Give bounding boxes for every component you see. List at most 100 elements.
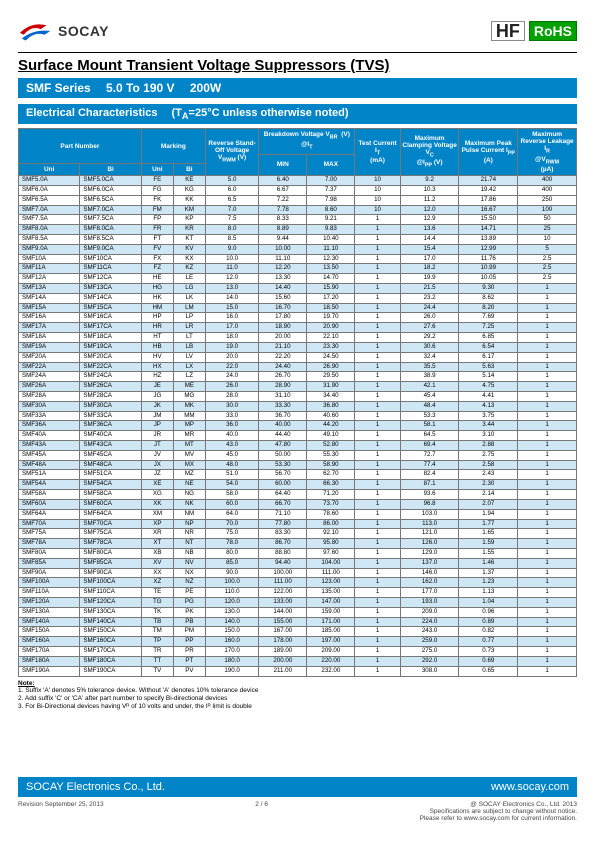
table-cell: 50	[518, 215, 577, 225]
table-cell: SMF190CA	[80, 666, 141, 676]
table-cell: 50.00	[259, 450, 307, 460]
table-cell: SMF70A	[19, 519, 80, 529]
table-cell: 1	[355, 470, 400, 480]
table-cell: FX	[141, 254, 173, 264]
table-cell: HV	[141, 352, 173, 362]
table-cell: 2.14	[459, 490, 518, 500]
table-cell: SMF10CA	[80, 254, 141, 264]
table-cell: LE	[173, 274, 205, 284]
table-cell: 20.0	[205, 352, 258, 362]
table-cell: SMF13A	[19, 284, 80, 294]
table-cell: SMF15A	[19, 303, 80, 313]
table-cell: 85.0	[205, 558, 258, 568]
table-cell: 10	[355, 205, 400, 215]
table-cell: TK	[141, 607, 173, 617]
table-cell: 1	[518, 391, 577, 401]
table-cell: SMF16CA	[80, 313, 141, 323]
table-row: SMF24ASMF24CAHZLZ24.026.7029.50138.95.14…	[19, 372, 577, 382]
table-cell: NM	[173, 509, 205, 519]
table-cell: 58.1	[400, 421, 459, 431]
footer-url: www.socay.com	[491, 781, 569, 793]
note-2: 2. Add suffix 'C' or 'CA' after part num…	[18, 695, 227, 702]
table-cell: 30.6	[400, 342, 459, 352]
table-cell: KT	[173, 234, 205, 244]
table-cell: 5.63	[459, 362, 518, 372]
table-cell: 1	[518, 509, 577, 519]
table-cell: HM	[141, 303, 173, 313]
table-cell: 86.00	[307, 519, 355, 529]
col-marking: Marking	[141, 129, 205, 164]
table-row: SMF160ASMF160CATPPP160.0178.00197.001259…	[19, 637, 577, 647]
table-cell: 31.10	[259, 391, 307, 401]
table-cell: 1	[518, 460, 577, 470]
table-cell: 1	[518, 293, 577, 303]
table-row: SMF16ASMF16CAHPLP16.017.8019.70126.07.69…	[19, 313, 577, 323]
table-cell: 8.89	[259, 225, 307, 235]
table-cell: 86.70	[259, 539, 307, 549]
table-cell: 1	[355, 401, 400, 411]
table-cell: 93.6	[400, 490, 459, 500]
table-cell: 177.0	[400, 588, 459, 598]
table-row: SMF120ASMF120CATGPG120.0133.00147.001193…	[19, 598, 577, 608]
table-row: SMF33ASMF33CAJMMM33.036.7040.60153.33.75…	[19, 411, 577, 421]
table-cell: 122.00	[259, 588, 307, 598]
table-cell: SMF54A	[19, 480, 80, 490]
table-cell: 9.21	[307, 215, 355, 225]
table-cell: 178.00	[259, 637, 307, 647]
table-cell: 14.71	[459, 225, 518, 235]
table-cell: 111.00	[259, 578, 307, 588]
table-cell: SMF130CA	[80, 607, 141, 617]
table-cell: 7.00	[307, 176, 355, 186]
table-cell: 190.0	[205, 666, 258, 676]
table-cell: FV	[141, 244, 173, 254]
table-cell: 1	[518, 401, 577, 411]
table-cell: 73.70	[307, 499, 355, 509]
table-cell: 90.0	[205, 568, 258, 578]
table-cell: 40.60	[307, 411, 355, 421]
table-cell: 10	[355, 185, 400, 195]
table-cell: SMF58CA	[80, 490, 141, 500]
table-cell: 1.94	[459, 509, 518, 519]
table-cell: 88.80	[259, 548, 307, 558]
table-cell: 13.50	[307, 264, 355, 274]
table-cell: 15.0	[205, 303, 258, 313]
table-cell: 292.0	[400, 656, 459, 666]
table-cell: 1	[355, 480, 400, 490]
table-cell: SMF40CA	[80, 431, 141, 441]
table-cell: XE	[141, 480, 173, 490]
table-cell: SMF130A	[19, 607, 80, 617]
table-cell: FR	[141, 225, 173, 235]
table-cell: 1.55	[459, 548, 518, 558]
table-cell: SMF40A	[19, 431, 80, 441]
col-vbr-max: MAX	[307, 154, 355, 175]
table-cell: 71.20	[307, 490, 355, 500]
table-cell: 100	[518, 205, 577, 215]
table-cell: 10.0	[205, 254, 258, 264]
table-cell: 1.04	[459, 598, 518, 608]
table-cell: SMF85CA	[80, 558, 141, 568]
table-cell: 193.0	[400, 598, 459, 608]
table-cell: NP	[173, 519, 205, 529]
table-cell: 103.0	[400, 509, 459, 519]
table-cell: 20.00	[259, 333, 307, 343]
table-cell: 5.0	[205, 176, 258, 186]
table-cell: 27.6	[400, 323, 459, 333]
table-cell: JG	[141, 391, 173, 401]
table-cell: 155.00	[259, 617, 307, 627]
table-cell: SMF13CA	[80, 284, 141, 294]
table-cell: 171.00	[307, 617, 355, 627]
table-cell: TR	[141, 647, 173, 657]
table-cell: 6.54	[459, 342, 518, 352]
table-cell: 8.62	[459, 293, 518, 303]
table-cell: NT	[173, 539, 205, 549]
table-row: SMF18ASMF18CAHTLT18.020.0022.10129.26.85…	[19, 333, 577, 343]
table-cell: SMF51CA	[80, 470, 141, 480]
page-header: SOCAY HF RoHS	[18, 12, 577, 50]
table-cell: PE	[173, 588, 205, 598]
table-cell: 16.67	[459, 205, 518, 215]
table-cell: 1	[518, 450, 577, 460]
table-cell: JZ	[141, 470, 173, 480]
table-cell: SMF20A	[19, 352, 80, 362]
table-cell: 1.37	[459, 568, 518, 578]
table-cell: SMF64A	[19, 509, 80, 519]
